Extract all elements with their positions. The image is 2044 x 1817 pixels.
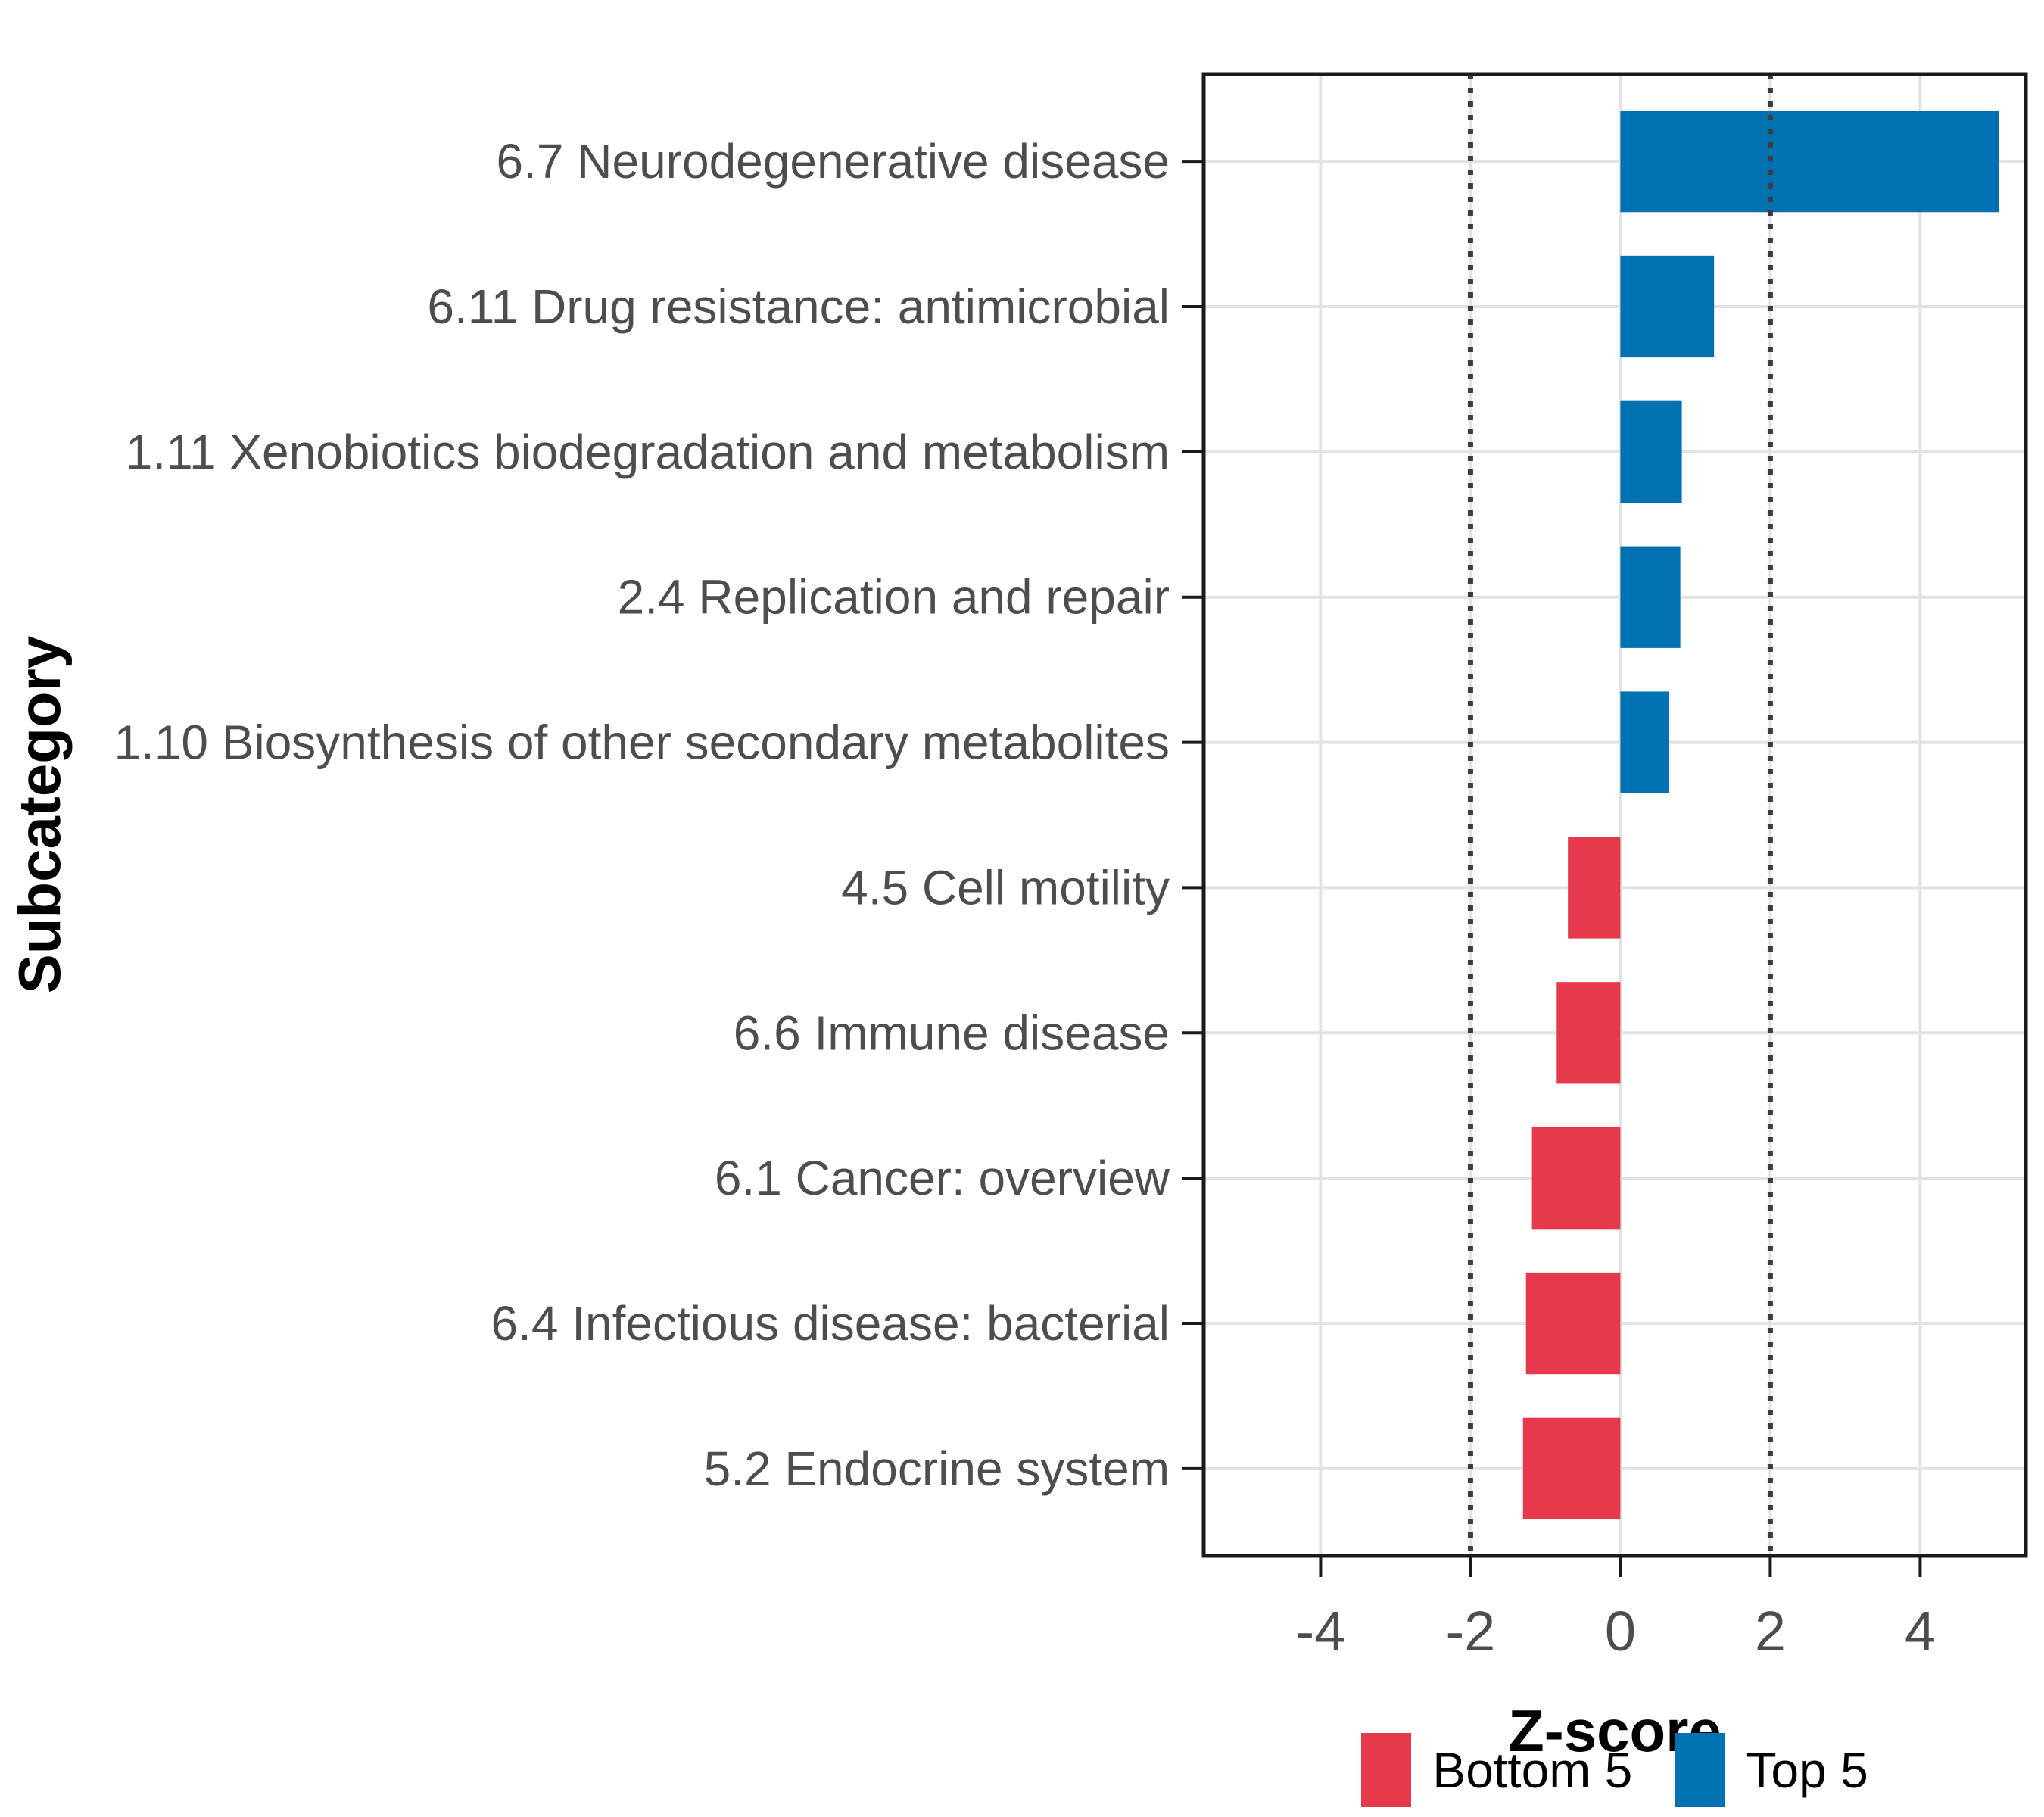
y-category-label: 6.4 Infectious disease: bacterial (491, 1296, 1170, 1351)
y-category-label: 6.11 Drug resistance: antimicrobial (427, 279, 1170, 334)
legend-item: Bottom 5 (1361, 1733, 1632, 1807)
x-tick-label: 2 (1755, 1600, 1786, 1663)
bar (1620, 110, 1999, 213)
y-category-label: 6.1 Cancer: overview (715, 1151, 1170, 1205)
legend-label: Top 5 (1746, 1742, 1868, 1798)
y-category-label: 6.6 Immune disease (734, 1005, 1170, 1060)
bar (1568, 837, 1621, 939)
legend: Bottom 5 Top 5 (1204, 1732, 2026, 1808)
y-category-label: 1.11 Xenobiotics biodegradation and meta… (126, 425, 1170, 479)
x-tick-label: -4 (1296, 1600, 1346, 1663)
bar (1556, 982, 1621, 1084)
legend-swatch (1675, 1733, 1725, 1807)
panel-border (1201, 72, 2028, 1558)
bar (1525, 1272, 1621, 1375)
legend-label: Bottom 5 (1432, 1742, 1633, 1798)
reference-lines-layer (1467, 74, 1773, 1556)
y-category-label: 6.7 Neurodegenerative disease (497, 134, 1170, 189)
y-category-label: 4.5 Cell motility (841, 860, 1170, 915)
x-tick-label: 4 (1905, 1600, 1936, 1663)
bar (1531, 1127, 1621, 1230)
y-category-labels-layer: 6.7 Neurodegenerative disease 6.11 Drug r… (114, 134, 1170, 1496)
x-tick-label: -2 (1446, 1600, 1496, 1663)
bar (1522, 1417, 1621, 1520)
axis-ticks-layer (1182, 160, 1922, 1577)
y-category-label: 1.10 Biosynthesis of other secondary met… (114, 715, 1170, 770)
bar (1620, 400, 1682, 503)
bars-layer (1522, 110, 1999, 1520)
legend-swatch (1361, 1733, 1412, 1807)
bar (1620, 255, 1715, 358)
y-category-label: 5.2 Endocrine system (704, 1441, 1170, 1496)
bar (1620, 691, 1669, 793)
y-category-label: 2.4 Replication and repair (618, 570, 1170, 625)
x-tick-label: 0 (1605, 1600, 1636, 1663)
x-tick-labels-layer: -4 -2 0 2 4 (1296, 1600, 1936, 1663)
y-axis-title: Subcategory (6, 635, 73, 994)
bar (1620, 546, 1681, 648)
legend-item: Top 5 (1675, 1733, 1868, 1807)
